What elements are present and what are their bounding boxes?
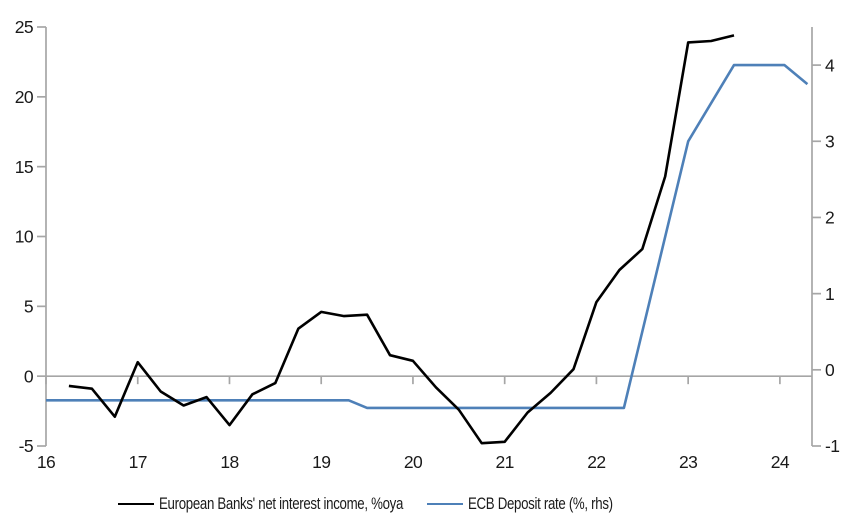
x-axis-tick-label: 18 [220,452,238,472]
left-axis-tick-label: 10 [15,227,34,247]
right-axis-tick-label: 1 [825,284,834,304]
legend-item-nii: European Banks' net interest income, %oy… [118,493,472,515]
left-axis-tick-label: 5 [24,297,33,317]
right-axis-tick-label: 2 [825,208,834,228]
legend-item-ecb: ECB Deposit rate (%, rhs) [427,493,654,515]
legend-label-ecb: ECB Deposit rate (%, rhs) [468,494,613,513]
right-axis-tick-label: 3 [825,131,834,151]
legend: European Banks' net interest income, %oy… [0,493,852,517]
right-axis-tick-label: -1 [825,436,839,456]
left-axis-tick-label: -5 [19,436,33,456]
x-axis-tick-label: 22 [587,452,605,472]
nii-line-swatch [118,503,154,505]
series-ecb-line [46,63,809,410]
x-axis-tick-label: 19 [312,452,330,472]
left-axis-tick-label: 20 [15,87,34,107]
x-axis-tick-label: 20 [404,452,423,472]
left-axis-tick-label: 0 [24,366,34,386]
series-nii-line [68,34,735,445]
x-axis-tick-label: 17 [129,452,147,472]
right-axis-tick-label: 0 [825,360,835,380]
left-axis-tick-label: 15 [15,157,33,177]
left-axis-tick-label: 25 [15,17,33,37]
x-axis-tick-label: 16 [37,452,55,472]
right-axis-tick-label: 4 [825,55,835,75]
x-axis-tick-label: 24 [771,452,790,472]
legend-label-nii: European Banks' net interest income, %oy… [159,494,404,513]
ecb-line-swatch [427,503,463,505]
x-axis-tick-label: 21 [496,452,514,472]
x-axis-tick-label: 23 [679,452,697,472]
